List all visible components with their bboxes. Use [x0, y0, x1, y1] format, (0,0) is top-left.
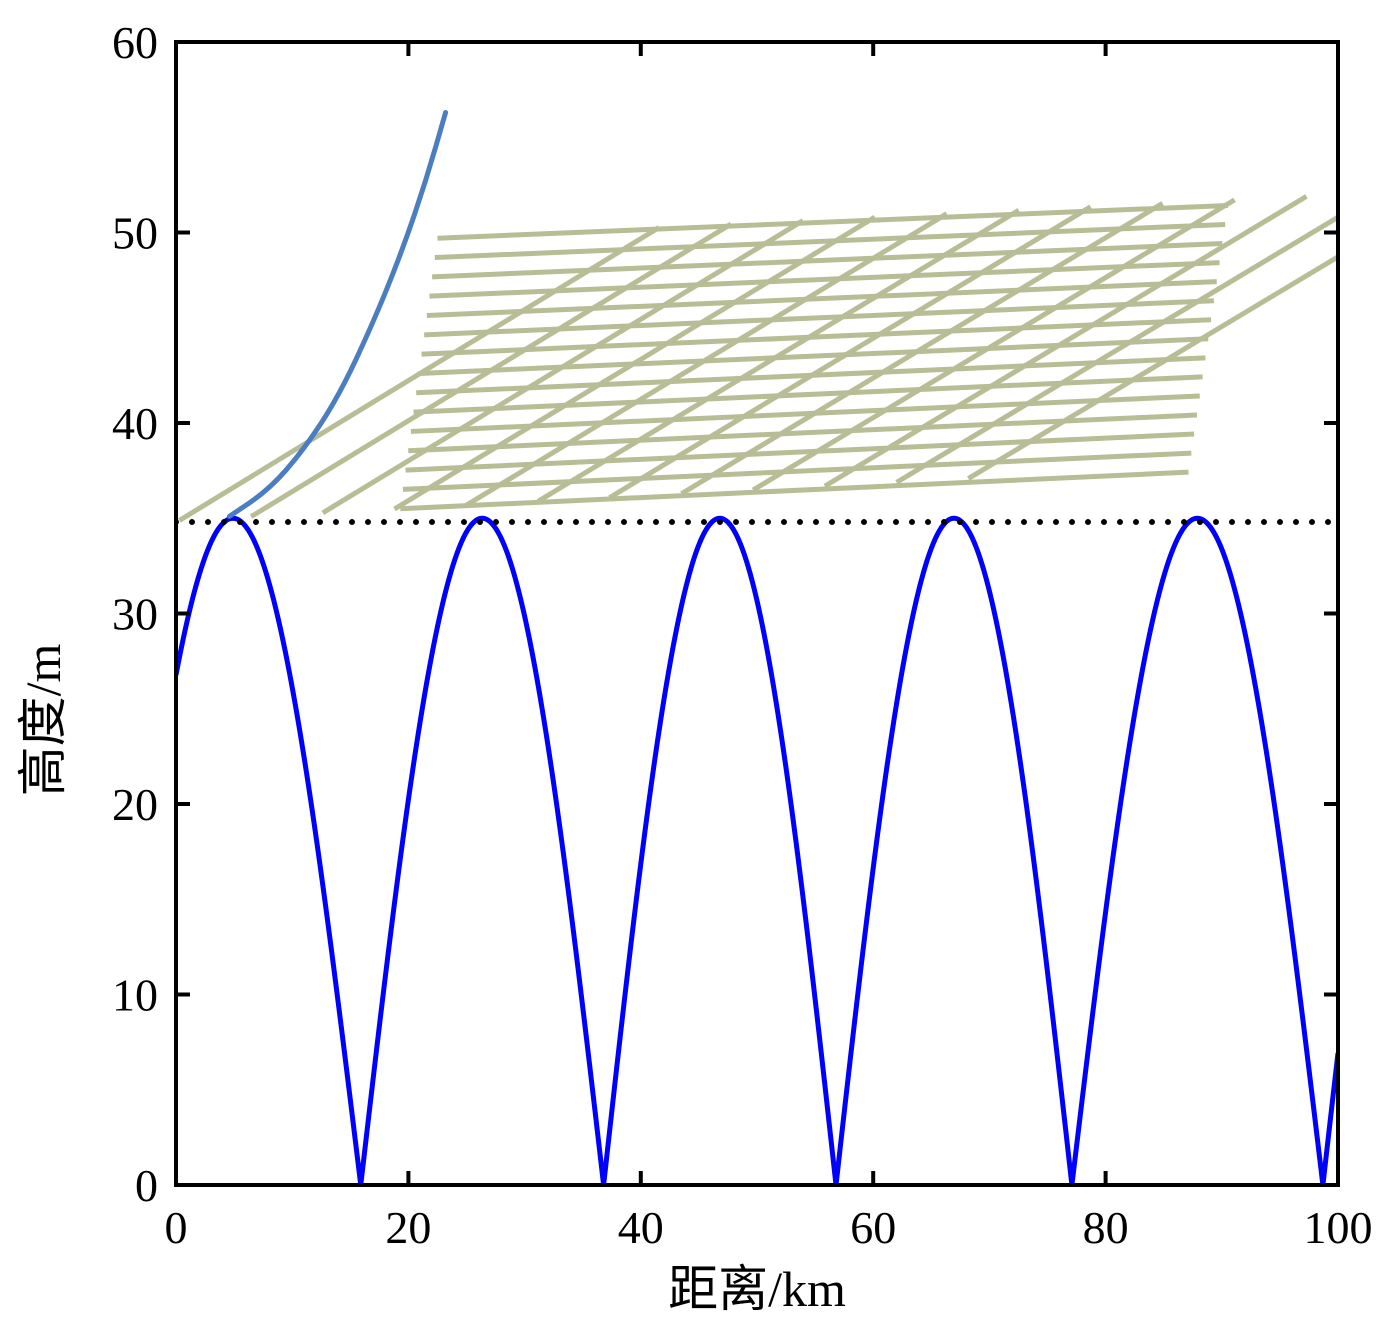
axes — [174, 40, 1340, 1187]
x-tick-label: 80 — [1083, 1202, 1129, 1253]
y-tick-label: 50 — [112, 208, 158, 259]
hatch-line — [426, 279, 1217, 319]
series-layer — [176, 109, 1338, 1185]
y-tick-label: 0 — [135, 1160, 158, 1211]
hatch-line — [402, 450, 1192, 492]
hatch-line — [432, 241, 1223, 280]
y-axis-title: 高度/m — [15, 644, 71, 797]
hatch-line — [416, 355, 1206, 396]
y-tick-label: 60 — [112, 17, 158, 68]
hatch-line — [408, 412, 1198, 454]
hatch-line — [437, 202, 1229, 241]
hatch-line — [895, 214, 1338, 485]
ground-profile-line — [176, 515, 1338, 1185]
x-axis-title: 距离/km — [668, 1261, 846, 1317]
x-tick-label: 0 — [165, 1202, 188, 1253]
hatch-line — [400, 469, 1189, 512]
y-tick-label: 10 — [112, 970, 158, 1021]
hatch-line — [405, 431, 1195, 473]
x-tick-label: 20 — [385, 1202, 431, 1253]
hatch-line — [418, 336, 1209, 376]
hatched-region — [178, 194, 1338, 523]
hatch-line — [424, 298, 1214, 338]
trajectory-curve — [226, 109, 449, 519]
hatch-line — [434, 222, 1226, 261]
tick-labels: 0 20 40 60 80 100 0 10 20 30 40 50 60 — [112, 17, 1373, 1253]
hatch-line — [967, 253, 1338, 481]
y-tick-label: 40 — [112, 398, 158, 449]
hatch-line — [421, 317, 1212, 357]
y-tick-label: 30 — [112, 589, 158, 640]
hatch-line — [413, 374, 1203, 415]
hatch-line — [823, 194, 1308, 489]
x-tick-label: 60 — [850, 1202, 896, 1253]
hatch-line — [429, 260, 1220, 299]
hatch-line — [410, 393, 1200, 434]
plot-frame — [174, 40, 1340, 1187]
x-tick-label: 100 — [1304, 1202, 1373, 1253]
x-tick-label: 40 — [618, 1202, 664, 1253]
y-tick-label: 20 — [112, 779, 158, 830]
